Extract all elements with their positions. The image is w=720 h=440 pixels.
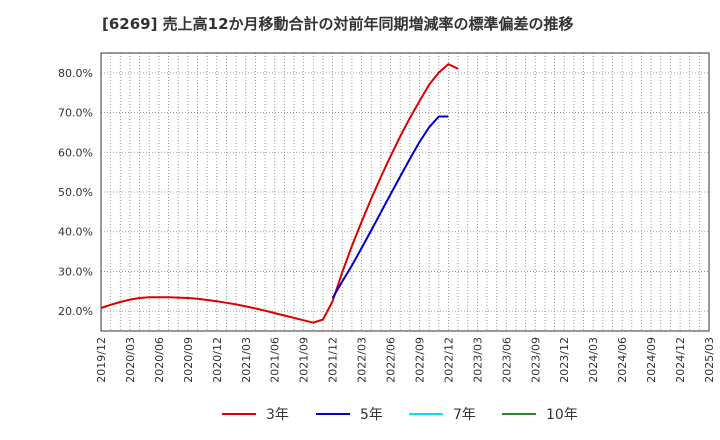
- x-tick-label: 2020/06: [153, 337, 166, 383]
- legend-swatch-10y: [502, 413, 536, 415]
- x-tick-label: 2025/03: [703, 337, 716, 383]
- x-tick-label: 2023/09: [529, 337, 542, 383]
- plot-frame: [100, 52, 710, 332]
- legend-label-7y: 7年: [453, 407, 476, 423]
- x-tick-label: 2024/06: [616, 337, 629, 383]
- legend-label-3y: 3年: [266, 407, 289, 423]
- x-tick-label: 2020/03: [124, 337, 137, 383]
- y-tick-label: 70.0%: [58, 107, 93, 120]
- x-tick-label: 2020/09: [182, 337, 195, 383]
- y-tick-label: 80.0%: [58, 67, 93, 80]
- x-tick-label: 2024/09: [645, 337, 658, 383]
- x-tick-label: 2021/09: [298, 337, 311, 383]
- legend-swatch-5y: [316, 413, 350, 415]
- legend-item-7y: 7年: [409, 404, 476, 424]
- legend-swatch-3y: [222, 413, 256, 415]
- chart-title: [6269] 売上高12か月移動合計の対前年同期増減率の標準偏差の推移: [102, 15, 574, 33]
- legend-item-10y: 10年: [502, 404, 578, 424]
- x-tick-label: 2022/12: [442, 337, 455, 383]
- x-tick-label: 2024/03: [587, 337, 600, 383]
- y-tick-label: 60.0%: [58, 146, 93, 159]
- x-tick-label: 2022/06: [385, 337, 398, 383]
- x-tick-label: 2021/03: [240, 337, 253, 383]
- legend-swatch-7y: [409, 413, 443, 415]
- legend-item-3y: 3年: [222, 404, 289, 424]
- x-tick-label: 2020/12: [211, 337, 224, 383]
- y-tick-label: 40.0%: [58, 226, 93, 239]
- x-tick-label: 2022/03: [356, 337, 369, 383]
- x-tick-label: 2021/06: [269, 337, 282, 383]
- y-tick-label: 50.0%: [58, 186, 93, 199]
- x-tick-label: 2021/12: [327, 337, 340, 383]
- legend-label-5y: 5年: [360, 407, 383, 423]
- x-tick-label: 2022/09: [413, 337, 426, 383]
- y-tick-label: 20.0%: [58, 305, 93, 318]
- x-tick-label: 2023/03: [471, 337, 484, 383]
- series-line-0: [100, 63, 459, 324]
- x-tick-label: 2023/06: [500, 337, 513, 383]
- series-line-1: [331, 115, 449, 299]
- legend-item-5y: 5年: [316, 404, 383, 424]
- legend-label-10y: 10年: [546, 407, 578, 423]
- y-tick-label: 30.0%: [58, 265, 93, 278]
- x-tick-label: 2019/12: [95, 337, 108, 383]
- legend: 3年 5年 7年 10年: [0, 400, 720, 430]
- x-tick-label: 2023/12: [558, 337, 571, 383]
- x-tick-label: 2024/12: [674, 337, 687, 383]
